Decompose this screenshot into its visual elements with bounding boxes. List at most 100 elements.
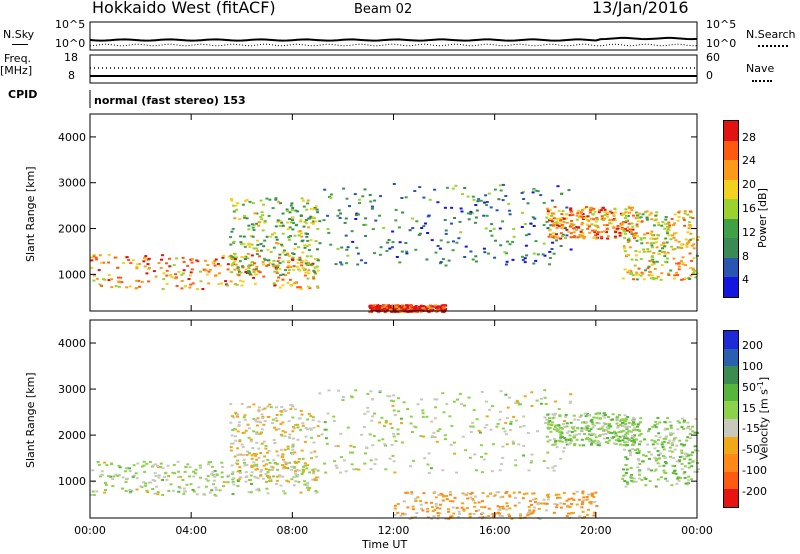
heatmap-cell <box>620 430 624 433</box>
heatmap-cell <box>678 439 682 442</box>
heatmap-cell <box>594 220 598 223</box>
heatmap-cell <box>464 449 468 452</box>
heatmap-cell <box>244 268 248 271</box>
heatmap-cell <box>259 215 263 218</box>
y-tick-label: 1000 <box>58 268 86 281</box>
heatmap-cell <box>542 498 546 501</box>
heatmap-cell <box>677 240 681 243</box>
heatmap-cell <box>687 479 691 482</box>
heatmap-cell <box>301 199 305 202</box>
heatmap-cell <box>275 238 279 241</box>
heatmap-cell <box>268 461 272 464</box>
heatmap-cell <box>497 198 501 201</box>
heatmap-cell <box>580 215 584 218</box>
heatmap-cell <box>286 228 290 231</box>
heatmap-cell <box>552 469 556 472</box>
heatmap-cell <box>623 414 627 417</box>
heatmap-cell <box>278 262 282 264</box>
heatmap-cell <box>190 268 194 271</box>
heatmap-cell <box>657 439 660 442</box>
heatmap-cell <box>654 459 658 462</box>
heatmap-cell <box>351 451 355 454</box>
heatmap-cell <box>117 474 121 477</box>
heatmap-cell <box>388 395 392 398</box>
heatmap-cell <box>539 397 543 400</box>
heatmap-cell <box>666 428 669 431</box>
heatmap-cell <box>465 507 469 509</box>
heatmap-cell <box>492 227 496 230</box>
heatmap-cell <box>414 426 418 429</box>
heatmap-cell <box>304 262 308 265</box>
heatmap-cell <box>189 271 193 274</box>
heatmap-cell <box>644 484 648 487</box>
heatmap-cell <box>311 419 315 422</box>
heatmap-cell <box>275 475 279 478</box>
heatmap-cell <box>260 211 264 214</box>
heatmap-cell <box>176 460 180 463</box>
heatmap-cell <box>302 469 306 472</box>
heatmap-cell <box>438 503 442 506</box>
heatmap-cell <box>673 213 677 216</box>
heatmap-cell <box>334 263 338 266</box>
heatmap-cell <box>352 445 356 448</box>
heatmap-cell <box>644 269 647 272</box>
heatmap-cell <box>597 422 601 425</box>
heatmap-cell <box>190 258 194 261</box>
heatmap-cell <box>124 490 128 492</box>
heatmap-cell <box>353 193 357 196</box>
heatmap-cell <box>627 222 631 225</box>
heatmap-cell <box>661 441 665 444</box>
heatmap-cell <box>313 207 317 209</box>
heatmap-cell <box>605 429 608 432</box>
heatmap-cell <box>289 204 293 207</box>
heatmap-cell <box>595 217 599 220</box>
heatmap-cell <box>255 212 259 215</box>
heatmap-cell <box>172 463 176 466</box>
nsky-label: N.Sky <box>3 28 35 41</box>
heatmap-cell <box>545 220 549 223</box>
heatmap-cell <box>237 453 241 456</box>
heatmap-cell <box>532 506 536 509</box>
heatmap-cell <box>281 251 285 254</box>
heatmap-cell <box>281 464 284 467</box>
heatmap-cell <box>613 430 617 433</box>
heatmap-cell <box>329 196 333 199</box>
heatmap-cell <box>555 224 559 227</box>
heatmap-cell <box>317 259 321 262</box>
heatmap-cell <box>442 411 446 414</box>
heatmap-cell <box>293 234 297 237</box>
heatmap-cell <box>435 440 439 443</box>
heatmap-cell <box>448 415 452 418</box>
heatmap-cell <box>531 191 535 194</box>
heatmap-cell <box>583 433 586 436</box>
heatmap-cell <box>560 432 564 435</box>
heatmap-cell <box>551 241 555 244</box>
heatmap-cell <box>306 263 310 266</box>
heatmap-cell <box>145 489 149 492</box>
heatmap-cell <box>237 478 241 481</box>
heatmap-cell <box>594 436 598 439</box>
heatmap-cell <box>575 226 579 228</box>
heatmap-cell <box>146 491 150 494</box>
heatmap-cell <box>531 492 535 495</box>
heatmap-cell <box>279 448 283 451</box>
heatmap-cell <box>616 415 620 418</box>
heatmap-cell <box>386 241 390 244</box>
heatmap-cell <box>593 439 597 442</box>
colorbar-segment <box>724 160 738 181</box>
colorbar-segment <box>724 366 738 385</box>
heatmap-cell <box>565 422 569 425</box>
heatmap-cell <box>95 258 99 261</box>
heatmap-cell <box>458 392 462 395</box>
heatmap-cell <box>635 239 639 242</box>
heatmap-cell <box>525 492 529 495</box>
heatmap-cell <box>181 479 185 481</box>
heatmap-cell <box>242 235 246 238</box>
heatmap-cell <box>248 452 252 455</box>
heatmap-cell <box>601 217 605 220</box>
heatmap-cell <box>248 271 252 274</box>
heatmap-cell <box>103 491 107 494</box>
heatmap-cell <box>549 217 553 220</box>
heatmap-cell <box>670 484 674 487</box>
heatmap-cell <box>308 487 312 489</box>
